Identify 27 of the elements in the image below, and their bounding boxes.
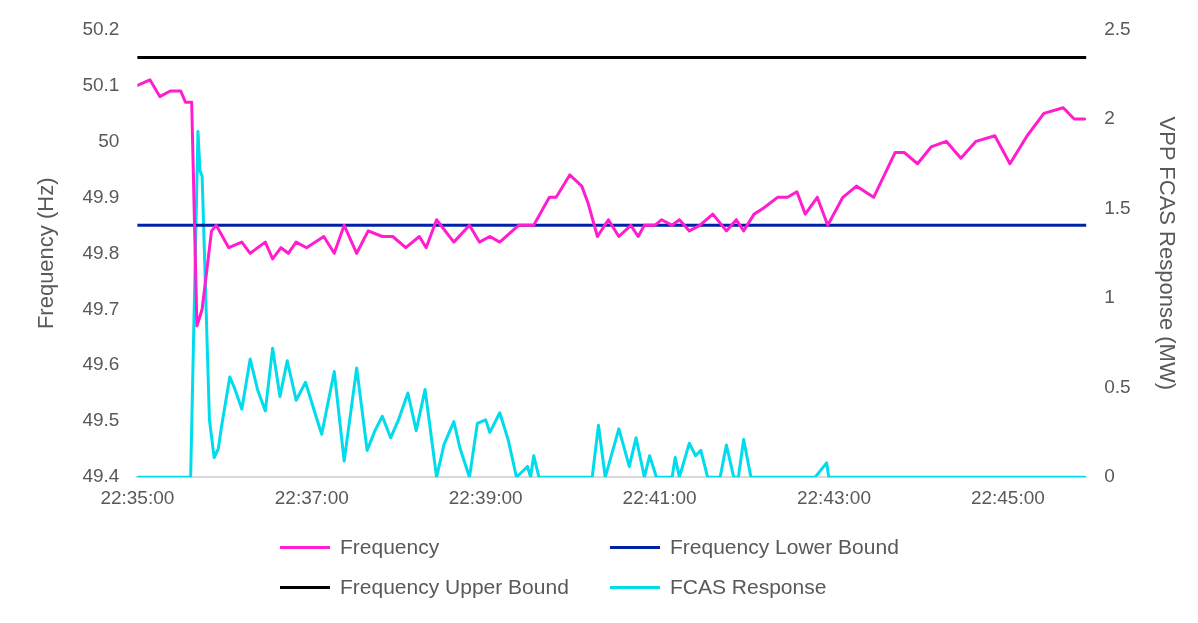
y-tick-label: 50.2 bbox=[82, 17, 120, 39]
y-tick-label: 49.6 bbox=[82, 353, 120, 375]
y-tick-label: 49.4 bbox=[82, 465, 120, 487]
x-tick-label: 22:43:00 bbox=[796, 486, 871, 508]
y2-tick-label: 1.5 bbox=[1104, 196, 1131, 218]
legend-label: Frequency bbox=[340, 535, 440, 559]
y-tick-label: 50.1 bbox=[82, 73, 120, 95]
y2-tick-label: 1 bbox=[1104, 286, 1115, 308]
x-tick-label: 22:35:00 bbox=[100, 486, 175, 508]
y2-tick-label: 0.5 bbox=[1104, 375, 1131, 397]
y2-tick-label: 2.5 bbox=[1104, 17, 1131, 39]
y-tick-label: 49.9 bbox=[82, 185, 120, 207]
x-tick-label: 22:41:00 bbox=[622, 486, 697, 508]
y2-axis-title: VPP FCAS Response (MW) bbox=[1154, 116, 1180, 391]
y-tick-label: 49.5 bbox=[82, 409, 120, 431]
x-tick-label: 22:39:00 bbox=[448, 486, 523, 508]
x-tick-label: 22:37:00 bbox=[274, 486, 349, 508]
legend-label: Frequency Lower Bound bbox=[670, 535, 899, 559]
y2-tick-label: 2 bbox=[1104, 107, 1115, 129]
legend-label: FCAS Response bbox=[670, 575, 827, 599]
y-tick-label: 50 bbox=[98, 129, 120, 151]
x-tick-label: 22:45:00 bbox=[970, 486, 1045, 508]
y-axis-title: Frequency (Hz) bbox=[33, 177, 59, 330]
y-tick-label: 49.7 bbox=[82, 297, 120, 319]
y-tick-label: 49.8 bbox=[82, 241, 120, 263]
y2-tick-label: 0 bbox=[1104, 465, 1115, 487]
legend-label: Frequency Upper Bound bbox=[340, 575, 569, 599]
